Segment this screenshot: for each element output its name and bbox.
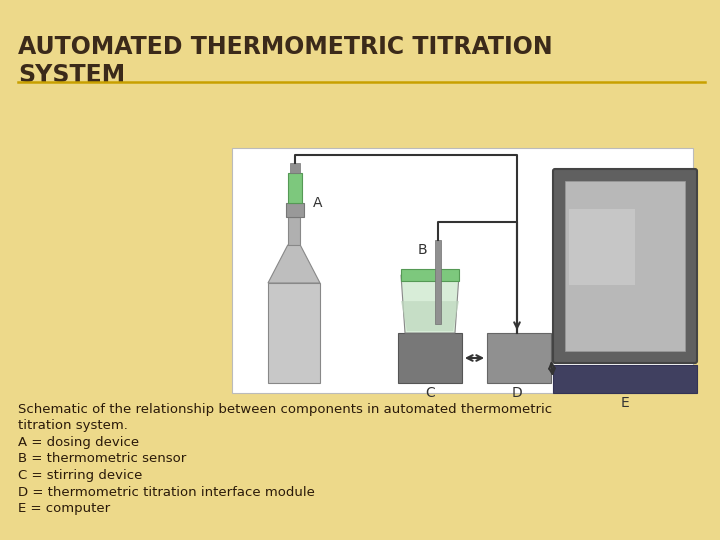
Text: A: A [313,196,323,210]
Bar [398,333,462,383]
Bar [565,181,685,351]
Bar [435,240,441,325]
Bar [290,163,300,173]
FancyBboxPatch shape [553,169,697,363]
Polygon shape [401,275,459,333]
Bar [268,283,320,383]
Text: SYSTEM: SYSTEM [18,63,125,87]
Text: B = thermometric sensor: B = thermometric sensor [18,453,186,465]
Bar [553,365,697,393]
Text: B: B [418,243,428,257]
Polygon shape [401,301,459,331]
Text: A = dosing device: A = dosing device [18,436,139,449]
Bar [232,148,693,393]
Bar [287,173,302,203]
Text: D = thermometric titration interface module: D = thermometric titration interface mod… [18,485,315,498]
Text: titration system.: titration system. [18,420,128,433]
Bar [288,217,300,245]
Bar [487,333,551,383]
Text: E = computer: E = computer [18,502,110,515]
Text: AUTOMATED THERMOMETRIC TITRATION: AUTOMATED THERMOMETRIC TITRATION [18,35,553,59]
Text: Schematic of the relationship between components in automated thermometric: Schematic of the relationship between co… [18,403,552,416]
Bar [569,208,635,285]
Bar [401,269,459,281]
Polygon shape [268,245,320,283]
Text: D: D [512,386,523,400]
Text: C: C [425,386,435,400]
Text: C = stirring device: C = stirring device [18,469,143,482]
Text: E: E [621,396,629,410]
Bar [286,203,305,217]
